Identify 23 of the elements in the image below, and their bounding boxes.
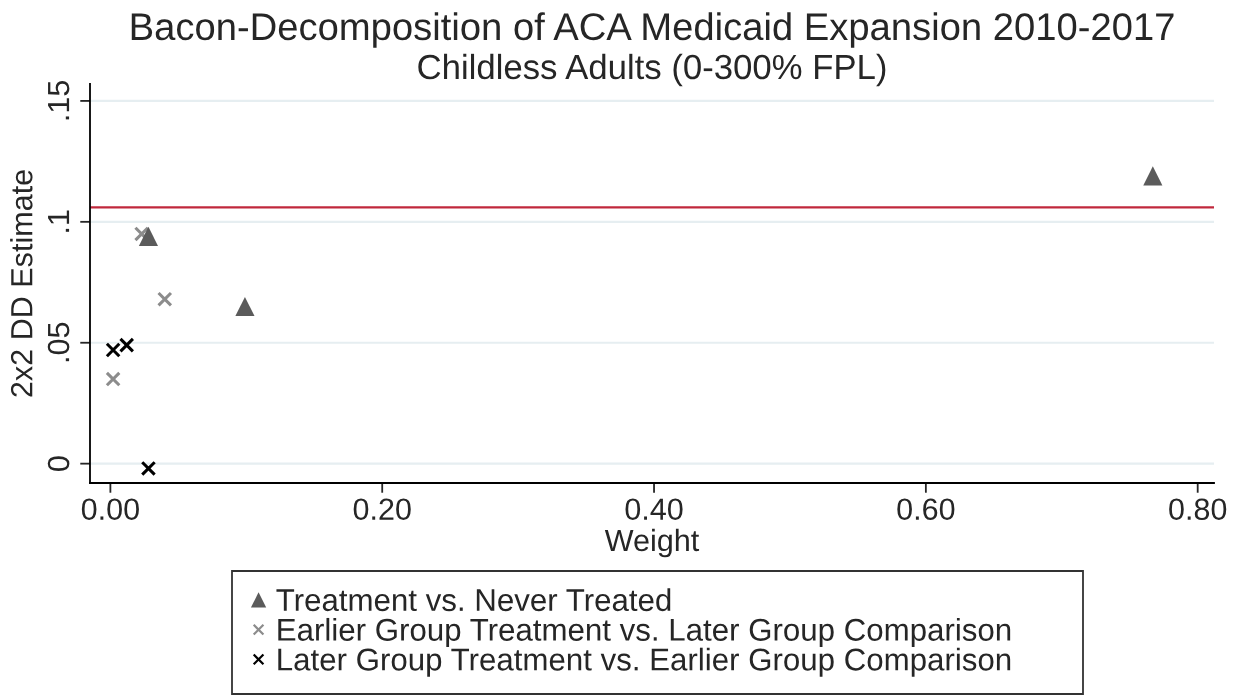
x-tick-label: 0.00 — [81, 498, 139, 521]
x-tick-label: 0.20 — [353, 498, 411, 521]
legend-label: Treatment vs. Never Treated — [276, 588, 671, 612]
x-tick-label: 0.40 — [625, 498, 683, 521]
point — [138, 226, 159, 246]
legend-label: Later Group Treatment vs. Earlier Group Comparison — [278, 647, 1011, 677]
x-tick-label: 0.80 — [1169, 498, 1227, 521]
y-tick-label: .05 — [47, 322, 70, 362]
point — [1143, 166, 1163, 186]
x-tick-label: 0.60 — [897, 498, 955, 521]
point — [140, 460, 157, 477]
y-tick-label: 0 — [47, 456, 70, 471]
point — [157, 291, 173, 307]
point — [133, 226, 150, 242]
y-axis-title: 2x2 DD Estimate — [10, 170, 33, 397]
chart-subtitle: Childless Adults (0-300% FPL) — [418, 53, 886, 87]
y-tick-label: .1 — [48, 210, 70, 232]
point — [235, 296, 255, 317]
chart-title: Bacon-Decomposition of ACA Medicaid Expansion 2010-2017 — [131, 12, 1174, 48]
legend-label: Earlier Group Treatment vs. Later Group Comparison — [278, 617, 1011, 648]
x-axis-title: Weight — [604, 528, 700, 558]
point — [105, 371, 121, 387]
y-tick-label: .15 — [48, 80, 70, 120]
